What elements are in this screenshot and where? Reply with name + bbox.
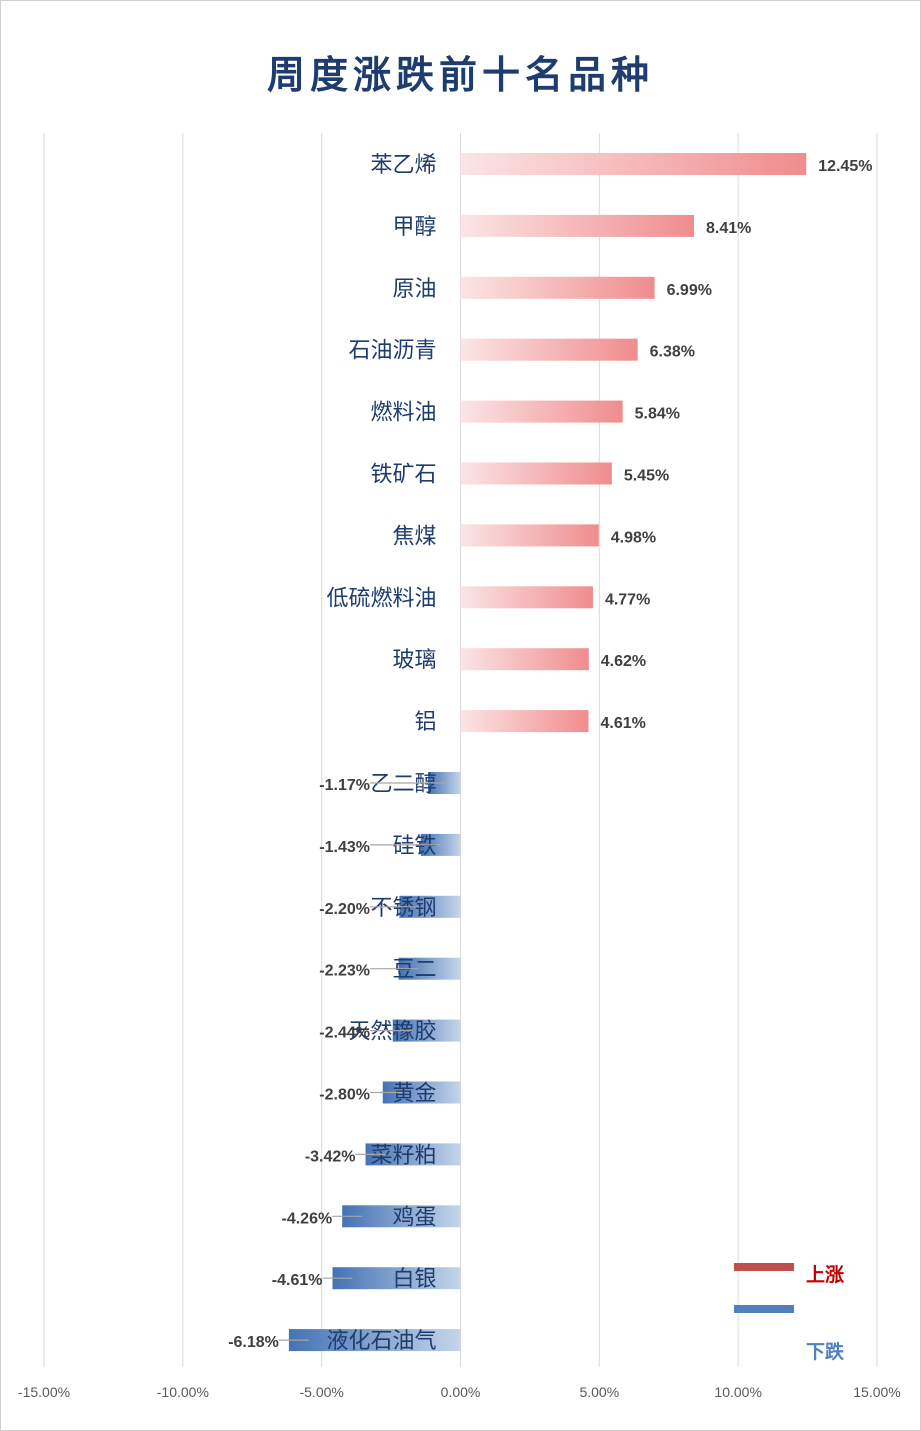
data-label: 6.38%	[650, 344, 695, 361]
category-label: 硅铁	[392, 834, 436, 859]
category-label: 铝	[414, 710, 436, 735]
data-label: 4.62%	[601, 653, 646, 670]
bar	[460, 524, 599, 547]
legend-swatch	[734, 1305, 794, 1313]
data-label: -4.26%	[282, 1210, 333, 1227]
x-tick-label: -5.00%	[299, 1384, 343, 1400]
data-label: 4.77%	[605, 591, 650, 608]
chart-title: 周度涨跌前十名品种	[266, 52, 654, 97]
category-label: 低硫燃料油	[326, 586, 436, 611]
data-label: -6.18%	[228, 1334, 279, 1351]
x-tick-label: 5.00%	[579, 1384, 619, 1400]
category-label: 石油沥青	[348, 339, 436, 364]
category-label: 黄金	[392, 1082, 436, 1107]
data-label: 5.45%	[624, 468, 669, 485]
category-label: 天然橡胶	[348, 1020, 436, 1045]
x-axis: -15.00% -10.00% -5.00% 0.00% 5.00% 10.00% 15.0…	[18, 1384, 901, 1400]
x-tick-label: 0.00%	[441, 1384, 481, 1400]
category-label: 甲醇	[392, 215, 436, 240]
bar	[398, 957, 461, 980]
data-label: -1.17%	[319, 777, 370, 794]
data-label: -2.20%	[319, 901, 370, 918]
category-label: 豆二	[392, 958, 436, 983]
data-label: -1.43%	[319, 839, 370, 856]
data-label: 4.61%	[601, 715, 646, 732]
bar	[288, 1329, 461, 1352]
category-label: 苯乙烯	[370, 153, 436, 178]
category-label: 菜籽粕	[370, 1143, 436, 1168]
x-tick-label: 10.00%	[714, 1384, 761, 1400]
bar	[460, 586, 593, 609]
bar	[365, 1143, 461, 1166]
category-label: 燃料油	[370, 401, 436, 426]
data-label: -2.23%	[319, 963, 370, 980]
bar	[460, 648, 589, 671]
data-label: -4.61%	[272, 1272, 323, 1289]
data-label: -3.42%	[305, 1148, 356, 1165]
bar	[332, 1267, 461, 1290]
bar	[460, 710, 589, 733]
legend-swatch	[734, 1263, 794, 1271]
data-label: 12.45%	[818, 158, 872, 175]
bar	[460, 338, 638, 361]
bar	[342, 1205, 461, 1228]
x-tick-label: 15.00%	[853, 1384, 900, 1400]
bar	[460, 462, 612, 485]
x-tick-label: -10.00%	[157, 1384, 209, 1400]
bar	[460, 153, 807, 175]
category-label: 铁矿石	[370, 463, 436, 488]
data-label: -2.44%	[319, 1025, 370, 1042]
data-label: 6.99%	[667, 282, 712, 299]
bar	[460, 214, 695, 237]
bar	[399, 895, 461, 918]
category-label: 液化石油气	[326, 1329, 436, 1354]
labels: 苯乙烯 12.45% 甲醇 8.41% 原油 6.99% 石油沥青 6.38% 燃料油 5.84%…	[228, 153, 872, 1354]
data-label: -2.80%	[319, 1087, 370, 1104]
bars	[288, 153, 807, 1352]
legend-label: 上涨	[806, 1264, 844, 1286]
data-label: 8.41%	[706, 220, 751, 237]
category-label: 不锈钢	[370, 896, 436, 921]
grid-lines	[43, 133, 878, 1367]
x-tick-label: -15.00%	[18, 1384, 70, 1400]
legend-label: 下跌	[806, 1340, 845, 1363]
category-label: 乙二醇	[370, 772, 436, 797]
category-label: 白银	[392, 1267, 436, 1292]
category-label: 原油	[392, 277, 436, 302]
bar	[460, 400, 623, 423]
data-label: 4.98%	[611, 529, 656, 546]
bar	[460, 276, 655, 299]
category-label: 焦煤	[392, 524, 436, 549]
bar	[382, 1081, 461, 1104]
data-label: 5.84%	[635, 406, 680, 423]
category-label: 玻璃	[392, 648, 436, 673]
bar	[392, 1019, 461, 1042]
category-label: 鸡蛋	[392, 1205, 436, 1230]
